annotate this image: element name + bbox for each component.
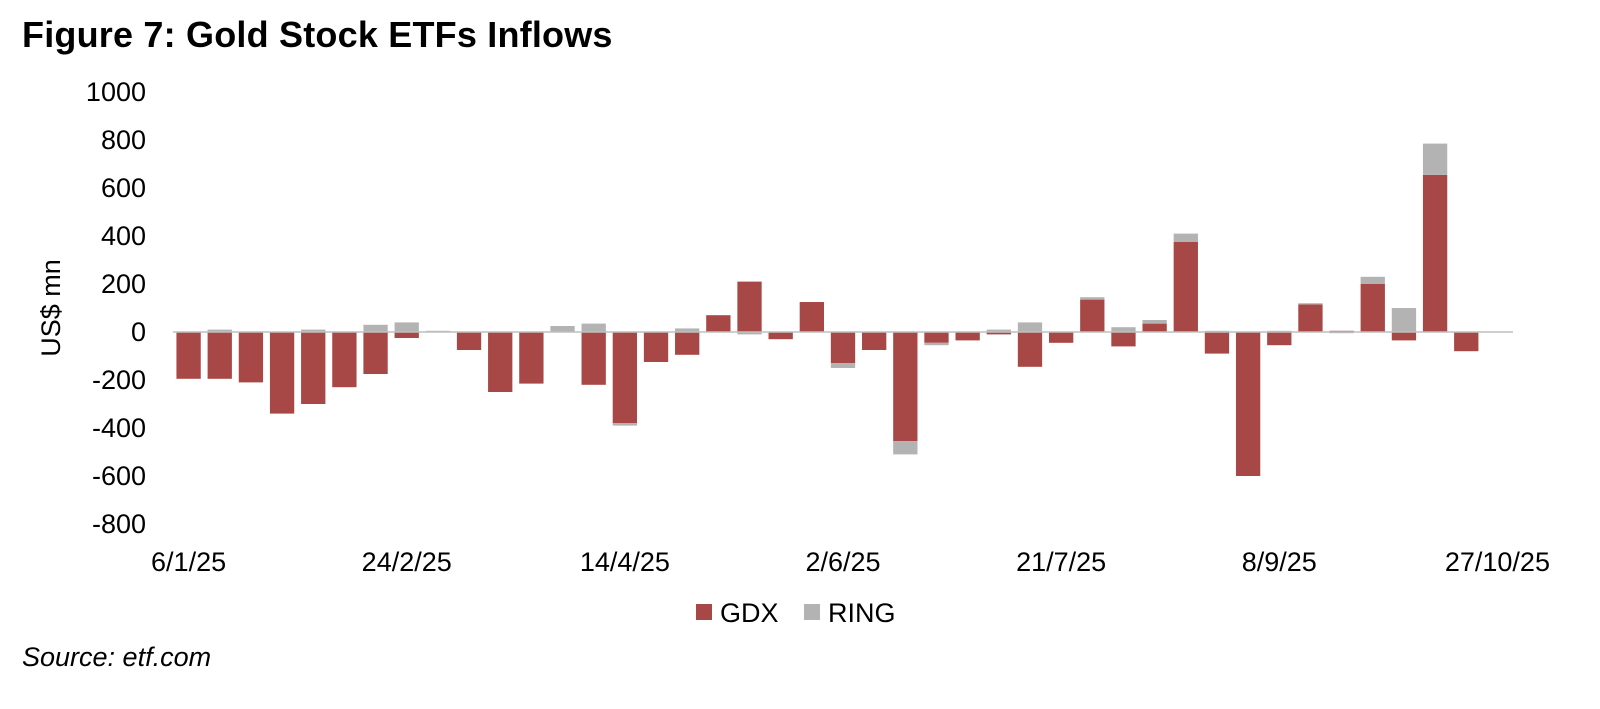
- y-axis-title: US$ mn: [36, 259, 66, 357]
- bar-ring: [1298, 303, 1323, 305]
- bar-gdx: [1391, 332, 1417, 341]
- legend-swatch-gdx: [696, 604, 712, 620]
- legend-label-gdx: GDX: [720, 598, 779, 628]
- x-tick-label: 8/9/25: [1242, 547, 1317, 577]
- bar-gdx: [1360, 284, 1385, 332]
- source-note: Source: etf.com: [22, 642, 212, 672]
- y-tick-label: 1000: [86, 77, 146, 107]
- bar-gdx: [269, 332, 295, 414]
- legend-label-ring: RING: [828, 598, 896, 628]
- bar-gdx: [332, 332, 357, 388]
- bar-ring: [1422, 143, 1448, 175]
- bar-gdx: [1111, 332, 1136, 347]
- y-tick-label: 0: [131, 317, 146, 347]
- bar-gdx: [737, 281, 762, 332]
- x-tick-label: 6/1/25: [151, 547, 226, 577]
- bar-gdx: [1267, 332, 1292, 346]
- bar-ring: [394, 322, 419, 332]
- y-tick-label: 200: [101, 269, 146, 299]
- bar-gdx: [456, 332, 482, 350]
- bar-gdx: [363, 332, 388, 374]
- x-tick-label: 14/4/25: [580, 547, 670, 577]
- bar-ring: [612, 423, 638, 426]
- bar-gdx: [519, 332, 544, 384]
- bar-gdx: [301, 332, 326, 404]
- bar-gdx: [675, 332, 700, 355]
- bar-gdx: [176, 332, 201, 379]
- y-tick-label: -600: [92, 461, 146, 491]
- bar-ring: [1080, 297, 1105, 300]
- legend-swatch-ring: [804, 604, 820, 620]
- bar-gdx: [488, 332, 513, 392]
- y-tick-label: 800: [101, 125, 146, 155]
- bar-ring: [675, 328, 700, 332]
- bar-ring: [924, 342, 949, 346]
- bar-gdx: [706, 315, 731, 332]
- x-tick-label: 27/10/25: [1445, 547, 1550, 577]
- bar-gdx: [1204, 332, 1230, 354]
- bar-gdx: [1048, 332, 1074, 343]
- bar-gdx: [924, 332, 949, 343]
- bar-ring: [301, 329, 326, 332]
- bar-gdx: [893, 332, 918, 442]
- bar-ring: [363, 324, 388, 332]
- bar-gdx: [394, 332, 419, 338]
- bar-gdx: [1422, 174, 1448, 332]
- bar-ring: [830, 363, 856, 368]
- y-tick-label: 400: [101, 221, 146, 251]
- x-tick-label: 21/7/25: [1016, 547, 1106, 577]
- bar-gdx: [799, 302, 824, 332]
- chart-title: Figure 7: Gold Stock ETFs Inflows: [22, 14, 613, 55]
- bar-gdx: [830, 332, 856, 364]
- bar-gdx: [1235, 332, 1261, 476]
- bar-gdx: [643, 332, 669, 362]
- bar-gdx: [1017, 332, 1043, 367]
- bar-ring: [1391, 308, 1417, 332]
- y-tick-label: -800: [92, 509, 146, 539]
- x-tick-label: 24/2/25: [362, 547, 452, 577]
- bar-gdx: [1173, 242, 1198, 332]
- bar-ring: [1173, 233, 1198, 242]
- x-tick-label: 2/6/25: [805, 547, 880, 577]
- bar-gdx: [1080, 299, 1105, 332]
- bar-gdx: [612, 332, 638, 424]
- bar-ring: [1360, 276, 1385, 284]
- bar-ring: [550, 326, 575, 332]
- bar-ring: [986, 329, 1011, 332]
- bar-gdx: [1142, 323, 1167, 332]
- bar-gdx: [1454, 332, 1479, 352]
- bar-gdx: [238, 332, 264, 383]
- y-tick-label: -400: [92, 413, 146, 443]
- y-tick-label: 600: [101, 173, 146, 203]
- bar-gdx: [955, 332, 980, 341]
- bar-gdx: [1298, 304, 1323, 332]
- bar-gdx: [768, 332, 793, 340]
- bar-gdx: [581, 332, 606, 385]
- bar-ring: [1142, 320, 1167, 324]
- bar-gdx: [862, 332, 887, 350]
- bar-gdx: [986, 332, 1011, 335]
- bar-ring: [1111, 327, 1136, 332]
- bar-ring: [207, 329, 232, 332]
- bar-ring: [737, 332, 762, 335]
- bar-ring: [893, 441, 918, 455]
- bar-gdx: [207, 332, 232, 379]
- bar-ring: [581, 323, 606, 332]
- y-tick-label: -200: [92, 365, 146, 395]
- bar-ring: [1017, 322, 1043, 332]
